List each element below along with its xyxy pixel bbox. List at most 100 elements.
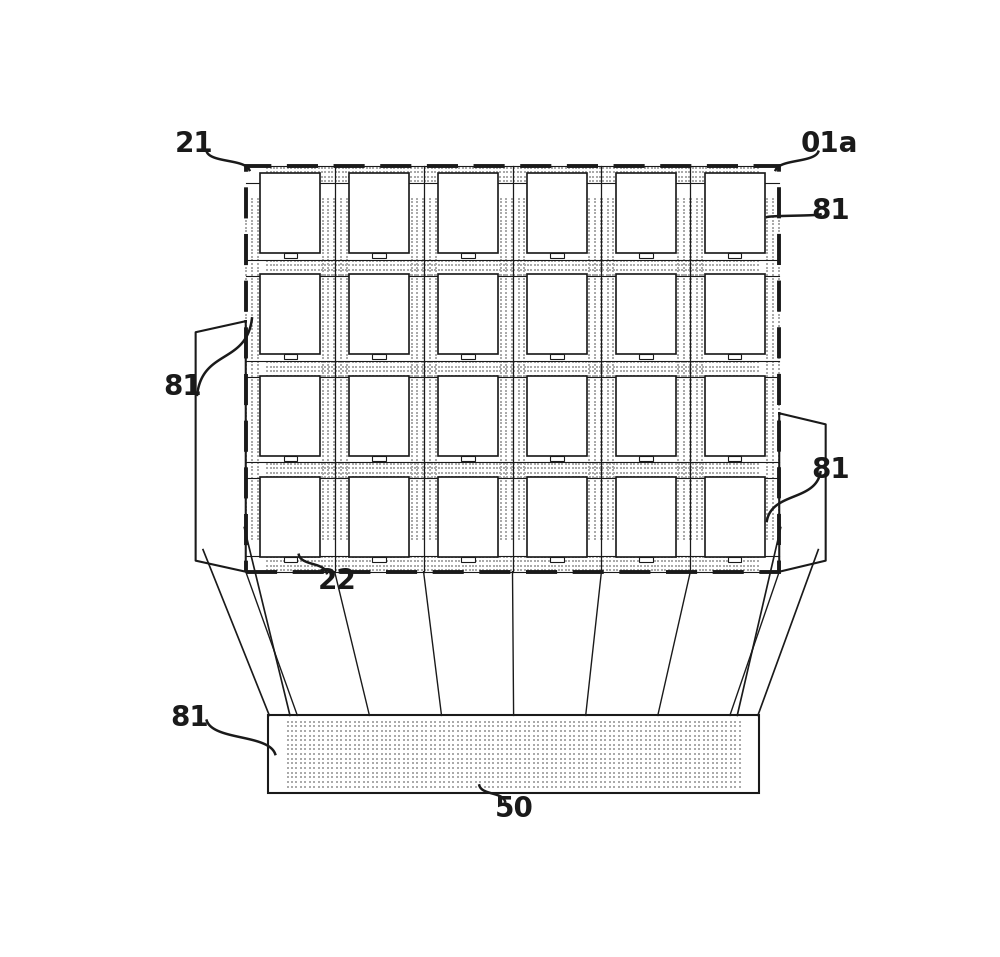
Point	[280, 761, 296, 776]
Point	[327, 441, 343, 456]
Point	[315, 496, 331, 511]
Point	[238, 347, 254, 363]
Point	[548, 742, 564, 757]
Point	[284, 779, 300, 794]
Point	[681, 549, 697, 565]
Point	[581, 256, 597, 272]
Point	[311, 732, 327, 747]
Point	[352, 563, 368, 578]
Point	[422, 242, 438, 257]
Point	[404, 275, 420, 290]
Point	[709, 160, 725, 175]
Point	[593, 278, 609, 294]
Point	[544, 267, 560, 282]
Point	[321, 456, 337, 471]
Point	[315, 271, 331, 286]
Point	[427, 254, 443, 269]
Point	[689, 387, 705, 402]
Point	[324, 368, 340, 384]
Point	[327, 198, 343, 213]
Point	[244, 354, 260, 369]
Point	[593, 463, 609, 478]
Point	[657, 563, 673, 578]
Point	[581, 423, 597, 438]
Point	[517, 460, 533, 476]
Point	[670, 484, 686, 500]
Point	[587, 376, 603, 391]
Point	[503, 460, 519, 476]
Point	[544, 165, 560, 180]
Point	[376, 465, 392, 480]
Point	[568, 169, 584, 185]
Point	[665, 756, 681, 771]
Point	[250, 300, 266, 315]
Point	[250, 297, 266, 312]
Point	[482, 262, 498, 278]
Point	[683, 253, 699, 268]
Point	[605, 365, 621, 380]
Point	[451, 456, 467, 471]
Point	[609, 456, 625, 471]
Point	[619, 254, 635, 269]
Point	[578, 456, 594, 471]
Point	[455, 359, 471, 374]
Point	[605, 459, 621, 475]
Point	[492, 359, 508, 374]
Point	[505, 332, 521, 347]
Point	[759, 206, 775, 221]
Point	[244, 466, 260, 481]
Point	[521, 756, 537, 771]
Point	[503, 169, 519, 185]
Point	[428, 212, 444, 228]
Point	[333, 210, 349, 225]
Point	[326, 332, 342, 347]
Point	[676, 506, 692, 522]
Point	[347, 742, 363, 757]
Point	[579, 779, 595, 794]
Point	[396, 558, 412, 573]
Point	[676, 238, 692, 254]
Point	[516, 202, 532, 217]
Point	[441, 732, 457, 747]
Point	[620, 761, 636, 776]
Point	[581, 318, 597, 333]
Point	[365, 460, 381, 476]
Point	[365, 742, 381, 757]
Point	[593, 212, 609, 228]
Point	[624, 723, 640, 739]
Point	[743, 173, 759, 189]
Point	[505, 231, 521, 246]
Point	[333, 387, 349, 402]
Point	[673, 769, 689, 785]
Point	[670, 234, 686, 250]
Point	[736, 563, 752, 578]
Point	[393, 254, 409, 269]
Point	[288, 714, 304, 729]
Point	[668, 456, 684, 471]
Point	[494, 746, 510, 762]
Point	[664, 262, 680, 278]
Point	[351, 774, 367, 790]
Point	[765, 401, 781, 416]
Point	[718, 751, 734, 767]
Point	[743, 563, 759, 578]
Point	[605, 293, 621, 308]
Point	[284, 769, 300, 785]
Point	[505, 380, 521, 395]
Point	[602, 761, 618, 776]
Point	[451, 558, 467, 573]
Point	[510, 257, 526, 273]
Point	[651, 779, 667, 794]
Point	[597, 742, 613, 757]
Point	[547, 173, 563, 189]
Point	[503, 563, 519, 578]
Point	[345, 160, 361, 175]
Point	[535, 742, 551, 757]
Point	[455, 470, 471, 485]
Point	[727, 765, 743, 780]
Point	[626, 169, 642, 185]
Point	[317, 165, 333, 180]
Point	[718, 742, 734, 757]
Point	[568, 470, 584, 485]
Point	[493, 212, 509, 228]
